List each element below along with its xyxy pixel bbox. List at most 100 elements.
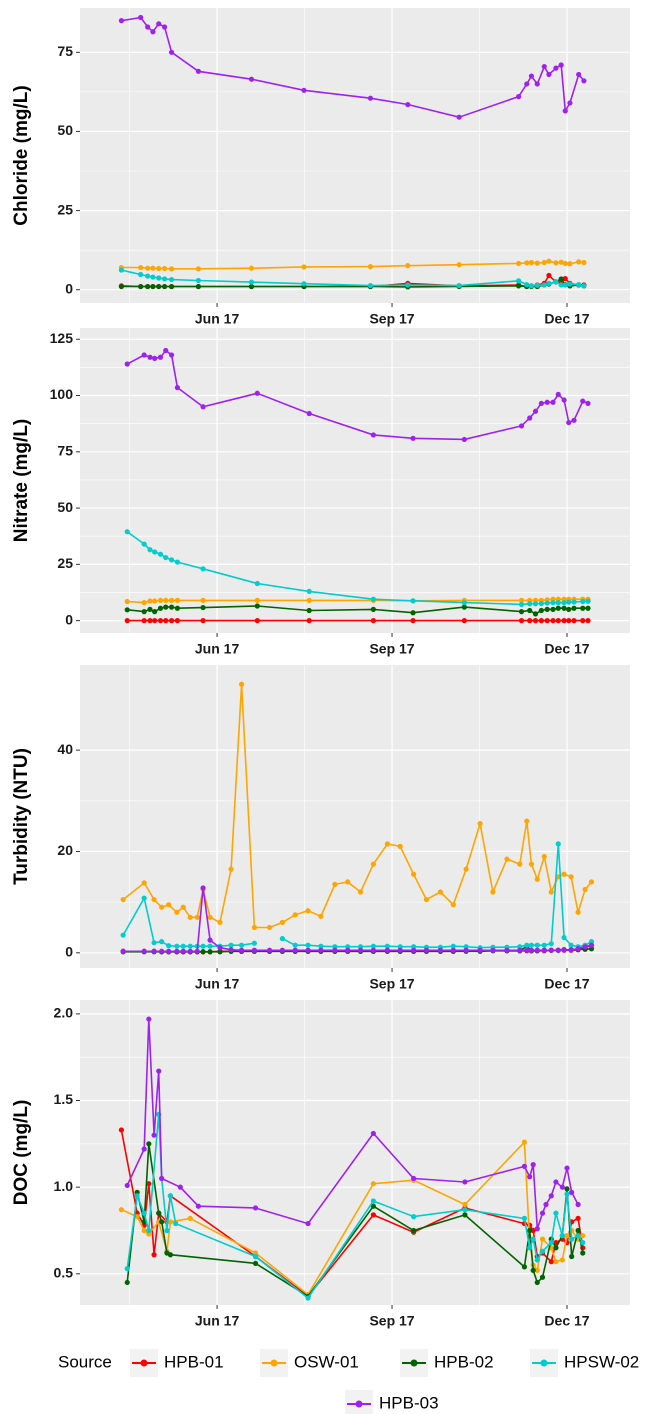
data-point	[544, 399, 550, 405]
x-tick-label: Jun 17	[195, 1313, 240, 1329]
data-point	[266, 924, 273, 931]
data-point	[538, 607, 544, 614]
data-point	[332, 947, 338, 953]
data-point	[370, 618, 376, 624]
data-point	[411, 871, 417, 877]
data-point	[200, 597, 206, 603]
data-point	[553, 260, 559, 266]
series-line	[123, 887, 592, 953]
data-point	[558, 62, 564, 68]
data-point	[585, 400, 591, 407]
data-point	[548, 947, 554, 953]
data-point	[567, 100, 573, 106]
data-point	[370, 606, 376, 612]
data-point	[161, 265, 168, 272]
data-point	[575, 1227, 581, 1234]
data-point	[200, 618, 206, 624]
data-point	[306, 597, 312, 603]
data-point	[530, 1162, 536, 1168]
data-point	[254, 603, 260, 609]
data-point	[254, 597, 260, 603]
data-point	[562, 108, 568, 114]
data-point	[566, 599, 572, 605]
data-point	[524, 818, 530, 824]
data-point	[580, 605, 586, 611]
data-point	[141, 541, 147, 547]
data-point	[168, 557, 175, 563]
data-point	[527, 1174, 533, 1180]
data-point	[575, 1201, 581, 1208]
data-point	[152, 598, 158, 604]
data-point	[564, 1165, 570, 1171]
data-point	[490, 889, 496, 895]
data-point	[292, 912, 298, 918]
data-point	[152, 618, 158, 624]
data-point	[567, 281, 573, 287]
data-point	[318, 947, 324, 953]
data-point	[534, 942, 540, 948]
data-point	[138, 14, 144, 21]
data-point	[516, 260, 522, 267]
data-point	[553, 1259, 559, 1265]
data-point	[538, 600, 544, 607]
data-point	[532, 601, 539, 607]
data-point	[462, 1201, 468, 1208]
data-point	[456, 262, 462, 268]
y-tick-label: 25	[57, 555, 73, 571]
data-point	[292, 947, 298, 953]
data-point	[581, 283, 587, 289]
data-point	[521, 1215, 528, 1221]
data-point	[146, 1141, 152, 1147]
data-point	[462, 1179, 468, 1185]
data-point	[532, 408, 539, 414]
data-point	[555, 618, 561, 624]
data-point	[305, 947, 311, 953]
data-point	[370, 943, 376, 949]
data-point	[541, 63, 547, 70]
y-tick-label: 0.5	[54, 1265, 74, 1281]
data-point	[156, 1210, 162, 1216]
plot-background	[80, 665, 630, 968]
data-point	[146, 1181, 152, 1187]
y-tick-label: 1.5	[54, 1091, 74, 1107]
y-tick-label: 50	[57, 122, 73, 138]
data-point	[410, 618, 416, 624]
data-point	[151, 1252, 157, 1258]
data-point	[517, 861, 523, 867]
data-point	[527, 1245, 533, 1251]
data-point	[228, 866, 234, 872]
data-point	[124, 598, 130, 605]
data-point	[555, 391, 561, 398]
data-point	[437, 947, 444, 953]
data-point	[200, 943, 206, 949]
data-point	[141, 880, 147, 886]
data-point	[118, 18, 125, 24]
data-point	[504, 947, 510, 953]
data-point	[411, 947, 417, 953]
data-point	[252, 1253, 259, 1260]
data-point	[528, 861, 535, 867]
data-point	[252, 1205, 259, 1211]
data-point	[251, 947, 257, 953]
data-point	[156, 283, 162, 290]
legend-dot	[270, 1359, 278, 1367]
data-point	[200, 949, 206, 955]
data-point	[544, 600, 550, 606]
x-tick-label: Sep 17	[369, 1313, 414, 1329]
data-point	[301, 281, 307, 287]
data-point	[582, 886, 588, 893]
data-point	[477, 820, 483, 827]
data-point	[151, 948, 157, 954]
data-point	[357, 947, 364, 953]
x-tick-label: Jun 17	[195, 311, 240, 327]
y-tick-label: 0	[65, 280, 73, 296]
data-point	[161, 24, 168, 30]
legend-label: HPB-01	[164, 1352, 224, 1371]
data-point	[461, 600, 467, 606]
data-point	[538, 400, 544, 407]
data-point	[553, 65, 559, 71]
data-point	[553, 1179, 559, 1185]
data-point	[541, 942, 547, 948]
data-point	[157, 597, 164, 603]
data-point	[516, 278, 522, 284]
